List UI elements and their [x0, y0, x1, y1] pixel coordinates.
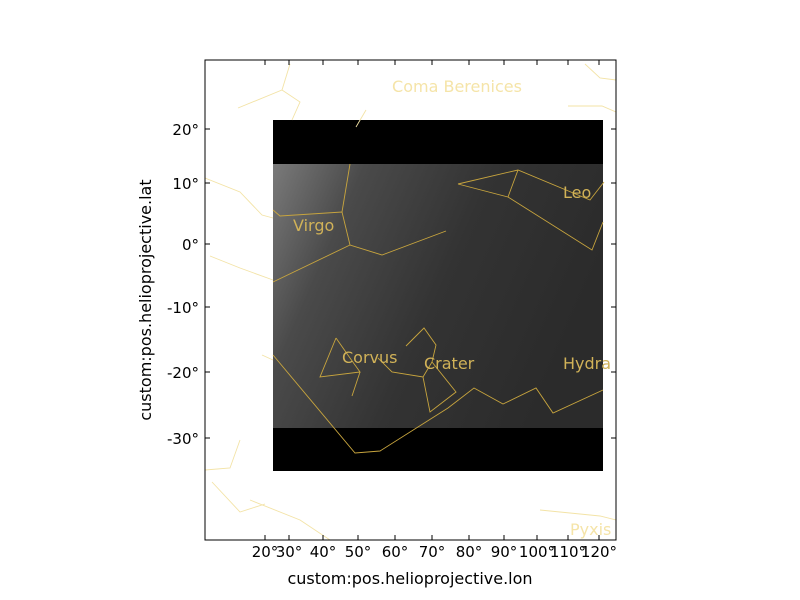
x-tick-label: 80°	[456, 543, 483, 561]
y-tick-label: -20°	[167, 364, 199, 382]
image-gray-region	[273, 164, 603, 428]
label-virgo: Virgo	[293, 216, 334, 235]
label-coma-berenices: Coma Berenices	[392, 77, 522, 96]
x-tick-label: 30°	[276, 543, 303, 561]
constellation-lines	[272, 163, 605, 454]
x-tick-label: 60°	[382, 543, 409, 561]
y-tick-label: -30°	[167, 430, 199, 448]
x-tick-label: 110°	[550, 543, 586, 561]
x-tick-label: 40°	[310, 543, 337, 561]
y-tick-label: 20°	[172, 121, 199, 139]
y-tick-label: 10°	[172, 175, 199, 193]
axes-frame	[204, 59, 617, 541]
label-hydra: Hydra	[563, 354, 611, 373]
label-crater: Crater	[424, 354, 475, 373]
label-pyxis: Pyxis	[570, 520, 611, 539]
x-tick-labels: 20° 30° 40° 50° 60° 70° 80° 90° 100° 110…	[252, 543, 617, 561]
faint-constellation-lines	[205, 63, 616, 540]
label-leo: Leo	[563, 183, 591, 202]
x-tick-label: 70°	[419, 543, 446, 561]
y-tick-labels: 20° 10° 0° -10° -20° -30°	[167, 121, 199, 448]
y-tick-label: 0°	[182, 236, 199, 254]
leo-lines	[457, 169, 605, 201]
x-tick-label: 50°	[345, 543, 372, 561]
x-axis-title: custom:pos.helioprojective.lon	[287, 569, 532, 588]
virgo-lines	[272, 209, 447, 256]
x-tick-label: 90°	[491, 543, 518, 561]
x-tick-marks	[264, 60, 600, 540]
y-tick-label: -10°	[167, 299, 199, 317]
y-tick-marks	[205, 128, 616, 439]
label-corvus: Corvus	[342, 348, 397, 367]
hydra-lines	[272, 354, 604, 454]
x-tick-label: 20°	[252, 543, 279, 561]
x-tick-label: 100°	[519, 543, 555, 561]
x-tick-label: 120°	[581, 543, 617, 561]
y-axis-title: custom:pos.helioprojective.lat	[136, 179, 155, 420]
